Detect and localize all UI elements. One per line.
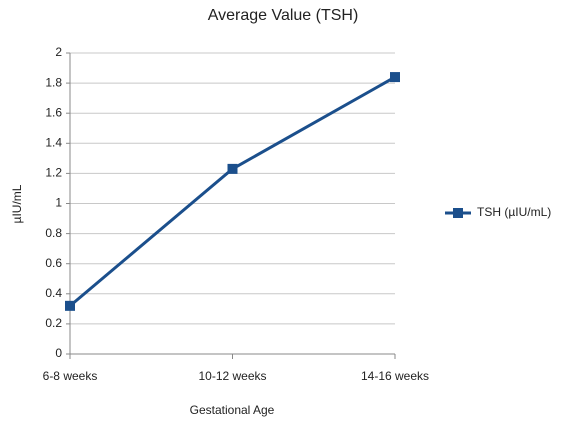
line <box>69 75 396 307</box>
y-tick-label: 1 <box>55 196 62 210</box>
y-tick-label: 1.6 <box>45 105 62 119</box>
x-axis-label: Gestational Age <box>190 403 275 417</box>
legend-marker <box>453 208 463 218</box>
y-tick-label: 2 <box>55 45 62 59</box>
y-tick-label: 0.4 <box>45 286 62 300</box>
x-tick-label: 6-8 weeks <box>43 369 98 383</box>
y-tick-label: 0 <box>55 346 62 360</box>
chart-title: Average Value (TSH) <box>208 7 359 24</box>
y-axis-label: µIU/mL <box>10 184 24 223</box>
marker <box>227 163 238 174</box>
y-tick-label: 1.2 <box>45 166 62 180</box>
legend-label: TSH (µIU/mL) <box>477 205 551 219</box>
y-tick-label: 0.8 <box>45 226 62 240</box>
marker <box>65 300 75 311</box>
x-tick-label: 10-12 weeks <box>198 369 266 383</box>
y-tick-label: 1.8 <box>45 75 62 89</box>
x-tick-label: 14-16 weeks <box>361 369 429 383</box>
y-tick-label: 1.4 <box>45 135 62 149</box>
marker <box>390 72 400 83</box>
y-tick-label: 0.6 <box>45 256 62 270</box>
y-tick-label: 0.2 <box>45 316 62 330</box>
